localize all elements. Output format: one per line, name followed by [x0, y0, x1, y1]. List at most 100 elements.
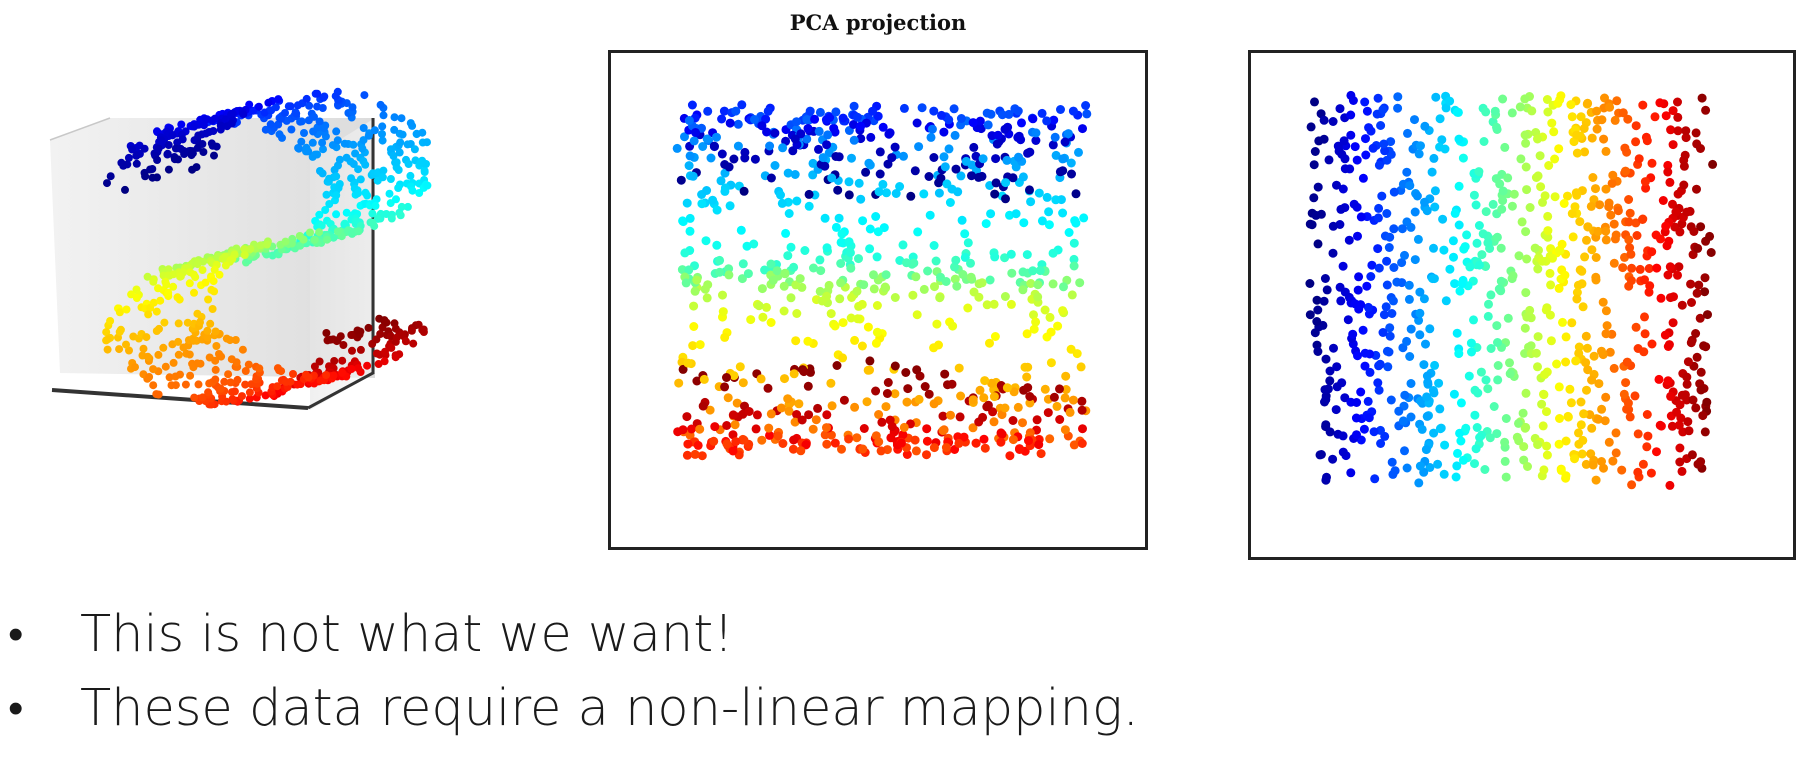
data-point	[318, 138, 327, 147]
data-point	[1601, 329, 1611, 339]
data-point	[1508, 271, 1518, 281]
data-point	[1658, 196, 1668, 205]
data-point	[940, 369, 950, 379]
data-point	[1319, 296, 1329, 306]
data-point	[672, 143, 682, 153]
data-point	[260, 108, 269, 117]
data-point	[781, 228, 791, 238]
data-point	[1497, 204, 1507, 214]
data-point	[1033, 292, 1043, 302]
data-point	[1490, 106, 1500, 116]
data-point	[1431, 92, 1441, 102]
data-point	[803, 381, 813, 391]
data-point	[1358, 173, 1368, 183]
data-point	[709, 436, 719, 446]
data-point	[216, 125, 225, 134]
data-point	[1363, 302, 1373, 312]
data-point	[1040, 384, 1050, 394]
data-point	[1561, 436, 1571, 446]
data-point	[728, 446, 738, 456]
data-point	[407, 326, 416, 335]
data-point	[1520, 323, 1530, 333]
data-point	[1373, 244, 1383, 254]
data-point	[708, 195, 718, 205]
data-point	[865, 224, 875, 234]
data-point	[1557, 239, 1567, 249]
data-point	[698, 142, 708, 151]
data-point	[770, 161, 780, 170]
data-point	[887, 421, 897, 431]
data-point	[401, 337, 410, 346]
data-point	[1352, 398, 1362, 407]
data-point	[991, 154, 1001, 164]
data-point	[241, 380, 250, 389]
data-point	[233, 375, 242, 384]
data-point	[1393, 103, 1403, 113]
data-point	[1485, 433, 1495, 443]
data-point	[803, 123, 813, 133]
data-point	[783, 251, 793, 261]
data-point	[1343, 315, 1353, 325]
data-point	[1565, 384, 1575, 394]
data-point	[315, 357, 324, 366]
data-point	[174, 350, 183, 359]
bullet-list: • This is not what we want! • These data…	[0, 598, 1808, 746]
data-point	[1397, 224, 1407, 234]
data-point	[1549, 127, 1559, 137]
data-point	[281, 237, 290, 246]
data-point	[190, 288, 198, 297]
data-point	[687, 424, 696, 434]
data-point	[349, 140, 358, 149]
data-point	[1496, 276, 1506, 286]
data-point	[874, 187, 884, 197]
data-point	[996, 428, 1006, 438]
data-point	[103, 335, 112, 344]
data-point	[1660, 330, 1670, 340]
data-point	[776, 190, 785, 200]
data-point	[304, 147, 313, 156]
data-point	[1521, 138, 1531, 148]
data-point	[1049, 115, 1059, 125]
data-point	[1018, 172, 1028, 182]
data-point	[792, 309, 802, 318]
data-point	[1701, 342, 1711, 352]
data-point	[261, 391, 270, 400]
data-point	[689, 322, 699, 331]
data-point	[790, 134, 800, 144]
data-point	[1624, 195, 1634, 204]
data-point	[1492, 122, 1501, 132]
data-point	[322, 371, 331, 379]
data-point	[1641, 183, 1651, 193]
data-point	[929, 241, 939, 250]
data-point	[387, 343, 396, 352]
data-point	[763, 383, 773, 393]
data-point	[702, 293, 712, 303]
data-point	[1037, 216, 1047, 226]
data-point	[1082, 109, 1092, 119]
data-point	[378, 173, 387, 182]
data-point	[263, 240, 271, 249]
data-point	[1492, 232, 1502, 242]
data-point	[985, 338, 994, 348]
data-point	[854, 254, 863, 264]
data-point	[286, 377, 295, 386]
data-point	[190, 122, 199, 131]
data-point	[332, 172, 341, 181]
data-point	[194, 380, 203, 389]
data-point	[1410, 207, 1420, 217]
data-point	[951, 255, 961, 265]
data-point	[830, 438, 840, 448]
data-point	[154, 390, 163, 399]
data-point	[1046, 358, 1056, 368]
data-point	[1581, 358, 1591, 368]
data-point	[1533, 134, 1542, 144]
data-point	[1420, 197, 1429, 207]
data-point	[1671, 207, 1681, 217]
data-point	[1677, 466, 1687, 476]
data-point	[1521, 288, 1531, 298]
data-point	[777, 198, 787, 208]
data-point	[826, 430, 836, 440]
data-point	[145, 373, 154, 381]
data-point	[1515, 102, 1525, 112]
data-point	[690, 286, 700, 296]
